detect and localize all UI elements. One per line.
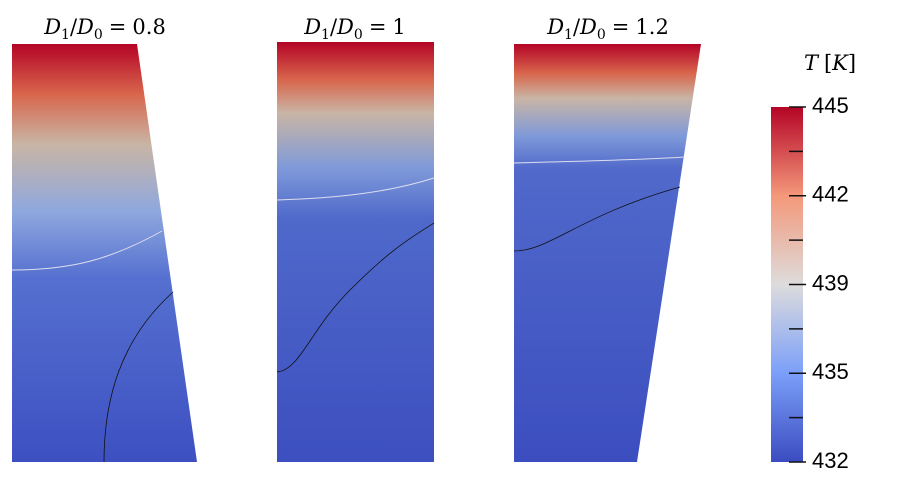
subscript: 0 [94,27,103,43]
symbol: D [546,15,564,39]
symbol: T [804,51,820,75]
panel-title: D1/D0 = 0.8 [43,15,166,43]
isoline [276,222,435,373]
symbol: D [76,15,94,39]
unit: K [831,51,849,75]
equals: = [612,15,630,39]
slash: / [573,15,581,39]
isoline [276,177,435,201]
bracket: [ [824,51,832,75]
subscript: 1 [321,27,330,43]
slash: / [330,15,338,39]
panel-title: D1/D0 = 1 [303,15,406,43]
panel [513,44,701,462]
panel-value: 1 [392,15,405,39]
subscript: 0 [597,27,606,43]
symbol: D [43,15,61,39]
tick-label: 435 [812,359,849,384]
symbol: D [336,15,354,39]
equals: = [109,15,127,39]
isoline [103,291,174,463]
symbol: D [579,15,597,39]
field [277,42,434,462]
tick-label: 442 [812,182,849,207]
isoline [513,156,686,164]
panel-value: 0.8 [132,15,165,39]
slash: / [70,15,78,39]
tick-label: 432 [812,448,849,473]
isoline [11,230,163,271]
panel [11,44,197,463]
panel [276,42,435,462]
isoline [513,186,681,252]
equals: = [369,15,387,39]
panel-value: 1.2 [635,15,668,39]
subscript: 1 [61,27,70,43]
subscript: 1 [564,27,573,43]
colorbar-title: T [K] [804,51,856,75]
tick-label: 445 [812,93,849,118]
symbol: D [303,15,321,39]
tick-label: 439 [812,270,849,295]
bracket: ] [848,51,856,75]
subscript: 0 [354,27,363,43]
field [514,44,701,462]
field [12,44,197,462]
panel-title: D1/D0 = 1.2 [546,15,669,43]
